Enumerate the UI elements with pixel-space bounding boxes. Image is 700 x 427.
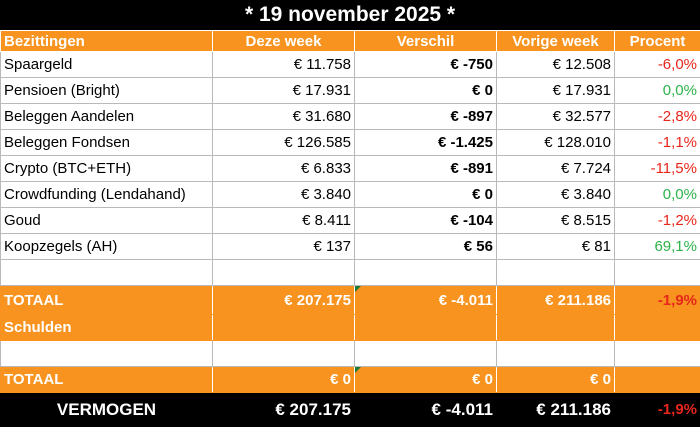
- empty-cell[interactable]: [1, 260, 213, 286]
- totaal-deze-week[interactable]: € 207.175: [213, 286, 355, 315]
- empty-cell[interactable]: [355, 341, 497, 367]
- totaal-verschil[interactable]: € -4.011: [355, 286, 497, 315]
- header-row: Bezittingen Deze week Verschil Vorige we…: [1, 31, 700, 52]
- totaal-label[interactable]: TOTAAL: [1, 286, 213, 315]
- vorige-week-cell[interactable]: € 7.724: [497, 156, 615, 182]
- asset-label[interactable]: Beleggen Fondsen: [1, 130, 213, 156]
- totaal-procent[interactable]: [615, 367, 700, 393]
- table-row: Beleggen Fondsen € 126.585 € -1.425 € 12…: [1, 130, 700, 156]
- procent-cell[interactable]: 0,0%: [615, 182, 700, 208]
- asset-label[interactable]: Beleggen Aandelen: [1, 104, 213, 130]
- empty-cell[interactable]: [615, 341, 700, 367]
- totaal-verschil-value: € 0: [472, 371, 493, 388]
- vorige-week-cell[interactable]: € 17.931: [497, 78, 615, 104]
- empty-cell[interactable]: [497, 260, 615, 286]
- asset-table: Bezittingen Deze week Verschil Vorige we…: [0, 30, 700, 427]
- procent-cell[interactable]: -11,5%: [615, 156, 700, 182]
- totaal-vorige-week[interactable]: € 0: [497, 367, 615, 393]
- empty-cell[interactable]: [1, 341, 213, 367]
- deze-week-cell[interactable]: € 3.840: [213, 182, 355, 208]
- totaal-schulden-row: TOTAAL € 0 € 0 € 0: [1, 367, 700, 393]
- totaal-vorige-week[interactable]: € 211.186: [497, 286, 615, 315]
- empty-cell[interactable]: [213, 315, 355, 341]
- vermogen-verschil[interactable]: € -4.011: [355, 393, 497, 427]
- asset-label[interactable]: Goud: [1, 208, 213, 234]
- deze-week-cell[interactable]: € 11.758: [213, 52, 355, 78]
- table-row: Spaargeld € 11.758 € -750 € 12.508 -6,0%: [1, 52, 700, 78]
- procent-cell[interactable]: 69,1%: [615, 234, 700, 260]
- table-row: Goud € 8.411 € -104 € 8.515 -1,2%: [1, 208, 700, 234]
- empty-row: [1, 260, 700, 286]
- totaal-verschil-value: € -4.011: [439, 292, 493, 309]
- header-vorige-week[interactable]: Vorige week: [497, 31, 615, 52]
- vermogen-procent[interactable]: -1,9%: [615, 393, 700, 427]
- sheet-title: * 19 november 2025 *: [0, 0, 700, 30]
- deze-week-cell[interactable]: € 8.411: [213, 208, 355, 234]
- asset-label[interactable]: Pensioen (Bright): [1, 78, 213, 104]
- empty-cell[interactable]: [497, 315, 615, 341]
- verschil-cell[interactable]: € -891: [355, 156, 497, 182]
- schulden-header-row: Schulden: [1, 315, 700, 341]
- vorige-week-cell[interactable]: € 12.508: [497, 52, 615, 78]
- empty-cell[interactable]: [355, 260, 497, 286]
- asset-label[interactable]: Spaargeld: [1, 52, 213, 78]
- totaal-label[interactable]: TOTAAL: [1, 367, 213, 393]
- verschil-cell[interactable]: € 0: [355, 78, 497, 104]
- vermogen-row: VERMOGEN € 207.175 € -4.011 € 211.186 -1…: [1, 393, 700, 427]
- table-row: Crowdfunding (Lendahand) € 3.840 € 0 € 3…: [1, 182, 700, 208]
- deze-week-cell[interactable]: € 126.585: [213, 130, 355, 156]
- verschil-cell[interactable]: € -104: [355, 208, 497, 234]
- table-row: Beleggen Aandelen € 31.680 € -897 € 32.5…: [1, 104, 700, 130]
- totaal-bezittingen-row: TOTAAL € 207.175 € -4.011 € 211.186 -1,9…: [1, 286, 700, 315]
- table-row: Koopzegels (AH) € 137 € 56 € 81 69,1%: [1, 234, 700, 260]
- empty-cell[interactable]: [355, 315, 497, 341]
- deze-week-cell[interactable]: € 17.931: [213, 78, 355, 104]
- empty-cell[interactable]: [615, 260, 700, 286]
- verschil-cell[interactable]: € 56: [355, 234, 497, 260]
- empty-cell[interactable]: [213, 341, 355, 367]
- asset-label[interactable]: Crypto (BTC+ETH): [1, 156, 213, 182]
- procent-cell[interactable]: 0,0%: [615, 78, 700, 104]
- header-bezittingen[interactable]: Bezittingen: [1, 31, 213, 52]
- verschil-cell[interactable]: € -897: [355, 104, 497, 130]
- deze-week-cell[interactable]: € 137: [213, 234, 355, 260]
- header-procent[interactable]: Procent: [615, 31, 700, 52]
- empty-row: [1, 341, 700, 367]
- comment-marker-icon: [355, 367, 361, 373]
- deze-week-cell[interactable]: € 6.833: [213, 156, 355, 182]
- vermogen-label[interactable]: VERMOGEN: [1, 393, 213, 427]
- verschil-cell[interactable]: € -1.425: [355, 130, 497, 156]
- schulden-label[interactable]: Schulden: [1, 315, 213, 341]
- verschil-cell[interactable]: € -750: [355, 52, 497, 78]
- vorige-week-cell[interactable]: € 128.010: [497, 130, 615, 156]
- procent-cell[interactable]: -1,2%: [615, 208, 700, 234]
- vorige-week-cell[interactable]: € 8.515: [497, 208, 615, 234]
- table-row: Pensioen (Bright) € 17.931 € 0 € 17.931 …: [1, 78, 700, 104]
- vorige-week-cell[interactable]: € 32.577: [497, 104, 615, 130]
- procent-cell[interactable]: -2,8%: [615, 104, 700, 130]
- procent-cell[interactable]: -6,0%: [615, 52, 700, 78]
- procent-cell[interactable]: -1,1%: [615, 130, 700, 156]
- comment-marker-icon: [355, 286, 361, 292]
- verschil-cell[interactable]: € 0: [355, 182, 497, 208]
- vorige-week-cell[interactable]: € 81: [497, 234, 615, 260]
- header-verschil[interactable]: Verschil: [355, 31, 497, 52]
- spreadsheet: * 19 november 2025 * Bezittingen Deze we…: [0, 0, 700, 413]
- vermogen-deze-week[interactable]: € 207.175: [213, 393, 355, 427]
- totaal-deze-week[interactable]: € 0: [213, 367, 355, 393]
- empty-cell[interactable]: [615, 315, 700, 341]
- vorige-week-cell[interactable]: € 3.840: [497, 182, 615, 208]
- totaal-procent[interactable]: -1,9%: [615, 286, 700, 315]
- header-deze-week[interactable]: Deze week: [213, 31, 355, 52]
- asset-label[interactable]: Koopzegels (AH): [1, 234, 213, 260]
- vermogen-vorige-week[interactable]: € 211.186: [497, 393, 615, 427]
- deze-week-cell[interactable]: € 31.680: [213, 104, 355, 130]
- empty-cell[interactable]: [213, 260, 355, 286]
- table-row: Crypto (BTC+ETH) € 6.833 € -891 € 7.724 …: [1, 156, 700, 182]
- totaal-verschil[interactable]: € 0: [355, 367, 497, 393]
- empty-cell[interactable]: [497, 341, 615, 367]
- asset-label[interactable]: Crowdfunding (Lendahand): [1, 182, 213, 208]
